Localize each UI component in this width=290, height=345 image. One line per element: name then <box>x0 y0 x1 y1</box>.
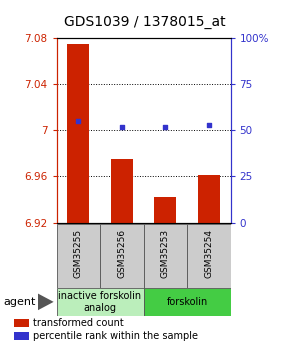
Text: percentile rank within the sample: percentile rank within the sample <box>33 331 198 341</box>
Bar <box>67 44 89 223</box>
Bar <box>14 319 29 327</box>
Text: GSM35254: GSM35254 <box>204 229 213 278</box>
Text: GSM35253: GSM35253 <box>161 229 170 278</box>
Bar <box>144 288 231 316</box>
Point <box>163 124 168 129</box>
Text: GSM35255: GSM35255 <box>74 229 83 278</box>
Text: GSM35256: GSM35256 <box>117 229 126 278</box>
Point <box>119 124 124 129</box>
Point <box>76 118 81 124</box>
Text: agent: agent <box>3 297 35 307</box>
Bar <box>111 159 133 223</box>
Text: GDS1039 / 1378015_at: GDS1039 / 1378015_at <box>64 15 226 29</box>
Bar <box>198 175 220 223</box>
Bar <box>100 224 144 288</box>
Bar <box>187 224 231 288</box>
Text: inactive forskolin
analog: inactive forskolin analog <box>59 291 142 313</box>
Bar <box>57 288 144 316</box>
Bar <box>154 197 176 223</box>
Bar <box>14 332 29 341</box>
Point <box>206 122 211 127</box>
Bar <box>144 224 187 288</box>
Text: transformed count: transformed count <box>33 318 124 328</box>
Polygon shape <box>38 293 54 310</box>
Text: forskolin: forskolin <box>166 297 208 307</box>
Bar <box>57 224 100 288</box>
